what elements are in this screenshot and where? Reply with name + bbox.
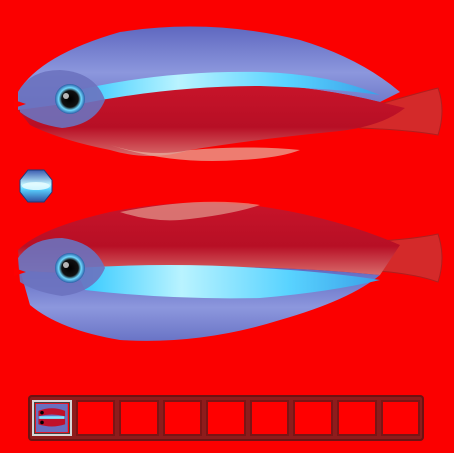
hotbar-slot-4[interactable]: [162, 400, 203, 436]
hotbar-slot-2[interactable]: [75, 400, 116, 436]
eye-preview-icon[interactable]: [16, 166, 56, 206]
eye-icon: [55, 84, 85, 114]
tail-fin: [359, 87, 443, 136]
hotbar-slot-3[interactable]: [119, 400, 159, 436]
fish-body-back: [18, 202, 400, 275]
fish-underside: [110, 145, 300, 161]
neon-stripe: [70, 71, 380, 104]
hotbar-slot-8[interactable]: [336, 400, 377, 436]
fish-dorsal: [120, 201, 260, 221]
fish-bottom: [14, 201, 443, 341]
hotbar-slot-5[interactable]: [206, 400, 246, 436]
fish-item-icon: [35, 403, 68, 433]
hotbar-slot-1[interactable]: [32, 400, 72, 436]
eye-icon: [55, 253, 85, 283]
fish-top: [14, 26, 443, 161]
neon-stripe: [75, 265, 380, 299]
fish-body-belly: [18, 84, 405, 156]
hotbar: [28, 395, 424, 441]
hotbar-slot-7[interactable]: [293, 400, 333, 436]
hotbar-slot-9[interactable]: [380, 400, 421, 436]
hotbar-slot-6[interactable]: [249, 400, 290, 436]
